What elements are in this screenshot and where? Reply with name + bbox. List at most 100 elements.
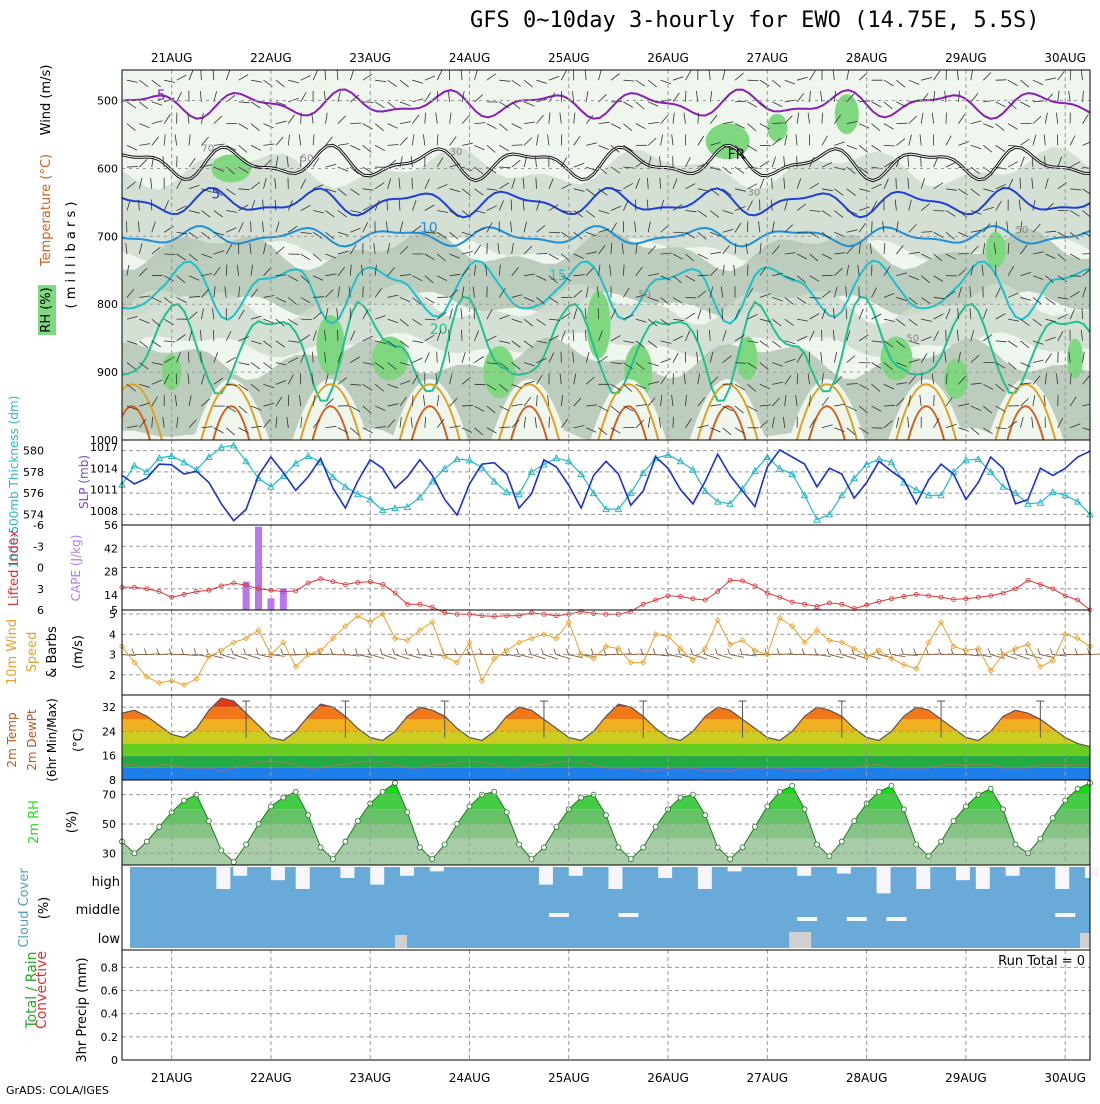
cloud-high-bar: [539, 867, 553, 885]
temperature-axis-label: Temperature (°C): [39, 154, 54, 267]
cape-tick-label: 14: [104, 589, 118, 602]
rh-point: [988, 786, 993, 791]
wind-barb-flag: [430, 649, 432, 655]
cloud-mid-bar: [1055, 913, 1075, 917]
wind-barb-flag: [256, 649, 258, 655]
date-label-bottom: 25AUG: [548, 1071, 590, 1085]
date-label-top: 23AUG: [349, 51, 391, 65]
wind-barb-10m: [407, 655, 421, 659]
rh-point: [777, 789, 782, 794]
temp-tick-label: 24: [102, 725, 116, 738]
wind-barb: [126, 221, 127, 232]
rh-point: [579, 795, 584, 800]
rh-point: [914, 842, 919, 847]
precip-tick-label: 0: [111, 1054, 118, 1067]
wind-barb-flag: [1088, 649, 1090, 655]
rh-point: [604, 813, 609, 818]
rh-point: [1013, 842, 1018, 847]
wind-barbs-axis-label: & Barbs: [45, 626, 60, 678]
rh-contour-label: 30: [747, 188, 760, 199]
slp-tick-label: 1008: [90, 505, 118, 518]
wind-barb-flag: [666, 649, 668, 655]
li-tick-label: 6: [37, 604, 44, 617]
rh-contour-label: 50: [301, 154, 314, 165]
wind-barb-flag: [492, 649, 494, 655]
wind-barb-flag: [864, 649, 866, 655]
cloud-high-bar: [608, 867, 622, 889]
wind-barb: [872, 221, 873, 232]
slp-tick-label: 1014: [90, 462, 118, 475]
wind-barb: [747, 265, 748, 276]
rh-point: [182, 798, 187, 803]
rh-point: [1075, 786, 1080, 791]
rh-point: [355, 819, 360, 824]
date-label-top: 25AUG: [548, 51, 590, 65]
wind-barb-flag: [417, 649, 419, 655]
rh-point: [827, 854, 832, 859]
wind-speed-axis-label: Speed: [25, 632, 40, 673]
rh-point: [504, 810, 509, 815]
rh-tick-label: 50: [102, 818, 116, 831]
slp-line: [122, 450, 1090, 521]
wind-barb: [1082, 308, 1083, 319]
rh-point: [926, 854, 931, 859]
wind-barb-flag: [343, 649, 345, 655]
rh-point: [653, 824, 658, 829]
date-label-top: 28AUG: [846, 51, 888, 65]
temp-color-band: [122, 756, 1090, 768]
contour-label: 15: [549, 268, 567, 284]
rh-point: [814, 842, 819, 847]
rh-point: [1038, 836, 1043, 841]
rh-contour-label: 50: [1016, 225, 1029, 236]
wind-barb-flag: [207, 649, 209, 655]
wind-barb: [934, 395, 935, 406]
run-total-label: Run Total = 0: [998, 954, 1085, 969]
rh-point: [318, 845, 323, 850]
wind-barb-flag: [591, 649, 593, 655]
cloud-low-bar: [1080, 933, 1090, 948]
temp-color-band: [122, 744, 1090, 756]
rh-point: [244, 842, 249, 847]
rh-point: [802, 807, 807, 812]
thickness-line: [122, 445, 1090, 519]
rh-point: [901, 807, 906, 812]
precip-tick-label: 0.2: [101, 1031, 119, 1044]
wind-barb-flag: [182, 649, 184, 655]
li-tick-label: -6: [33, 519, 44, 532]
pressure-tick-label: 500: [97, 95, 118, 108]
rh-point: [715, 845, 720, 850]
cloud-high-bar: [1055, 867, 1069, 889]
rh-green-patch: [767, 114, 787, 142]
cloud-high-bar: [916, 867, 930, 889]
dewpoint-axis-label: 2m DewPt: [25, 709, 39, 771]
cloud-axis-label: Cloud Cover: [17, 868, 32, 948]
date-label-top: 26AUG: [647, 51, 689, 65]
cloud-unit-label: (%): [37, 897, 52, 920]
temp-unit-label: (°C): [71, 728, 85, 752]
rh-contour-label: 50: [906, 334, 919, 345]
pressure-tick-label: 700: [97, 230, 118, 243]
wind-barb-flag: [715, 649, 717, 655]
date-label-bottom: 22AUG: [250, 1071, 292, 1085]
cloud-high-bar: [430, 867, 444, 871]
wind-barb: [325, 69, 326, 80]
wind-frame: [122, 610, 1090, 695]
rh-point: [492, 789, 497, 794]
rh-point: [405, 810, 410, 815]
thickness-tick-label: 580: [23, 445, 44, 458]
wind-barb-10m: [234, 655, 248, 660]
cloud-mid-bar: [618, 913, 638, 917]
wind-barb-flag: [231, 649, 233, 655]
wind-barb-flag: [1026, 649, 1028, 655]
rh-green-patch: [316, 315, 344, 375]
rh-point: [951, 819, 956, 824]
contour-label: FR: [728, 147, 746, 163]
wind-barb-flag: [355, 649, 357, 655]
wind-barb-10m: [1090, 654, 1100, 655]
rh-point: [839, 839, 844, 844]
rh-point: [939, 839, 944, 844]
rh-point: [616, 845, 621, 850]
cloud-high-bar: [877, 867, 891, 893]
wind-barb: [337, 330, 338, 341]
